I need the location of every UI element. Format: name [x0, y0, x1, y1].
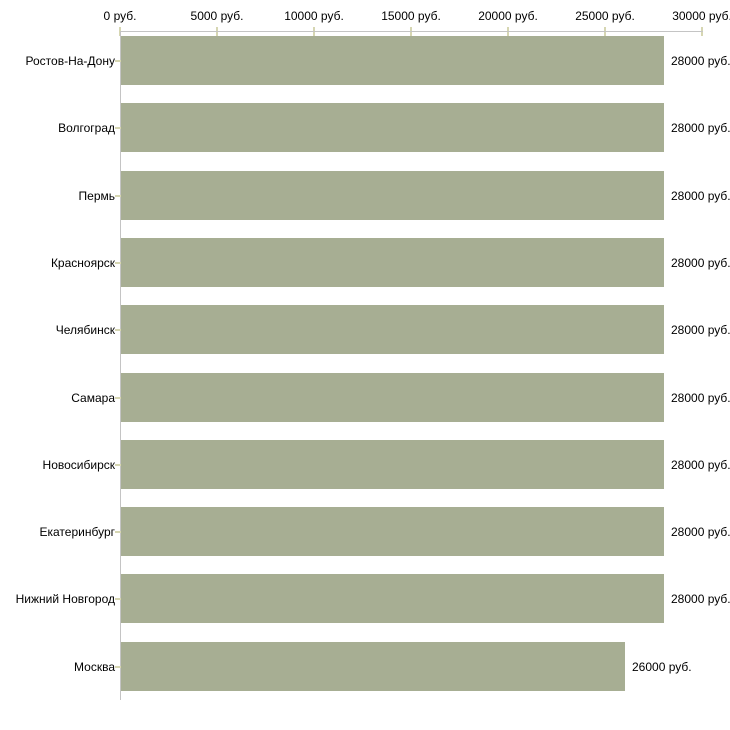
- x-axis-tick-label: 0 руб.: [103, 9, 137, 23]
- bar: [121, 36, 664, 85]
- y-axis-tick-mark: [115, 59, 121, 62]
- y-axis-tick-mark: [115, 328, 121, 331]
- bar-value-label: 28000 руб.: [671, 53, 730, 68]
- x-axis-tick-label: 20000 руб.: [478, 9, 538, 23]
- bar: [121, 642, 625, 691]
- y-axis-category-label: Волгоград: [58, 120, 115, 135]
- bar-value-label: 28000 руб.: [671, 591, 730, 606]
- bar: [121, 373, 664, 422]
- y-axis-tick-mark: [115, 261, 121, 264]
- y-axis-category-label: Новосибирск: [42, 457, 115, 472]
- bar: [121, 305, 664, 354]
- y-axis-tick-mark: [115, 530, 121, 533]
- y-axis-tick-mark: [115, 665, 121, 668]
- bar-value-label: 28000 руб.: [671, 120, 730, 135]
- bar-value-label: 28000 руб.: [671, 390, 730, 405]
- bar: [121, 440, 664, 489]
- x-axis-tick-label: 15000 руб.: [381, 9, 441, 23]
- y-axis-line: [120, 31, 121, 700]
- bar: [121, 574, 664, 623]
- x-axis-tick-label: 10000 руб.: [284, 9, 344, 23]
- x-axis-line: [120, 31, 703, 32]
- y-axis-category-label: Пермь: [78, 188, 115, 203]
- y-axis-category-label: Ростов-На-Дону: [25, 53, 115, 68]
- y-axis-tick-mark: [115, 396, 121, 399]
- bar: [121, 103, 664, 152]
- bar: [121, 507, 664, 556]
- y-axis-category-label: Самара: [71, 390, 115, 405]
- y-axis-tick-mark: [115, 463, 121, 466]
- bar-value-label: 28000 руб.: [671, 322, 730, 337]
- x-axis-tick-label: 30000 руб.: [672, 9, 730, 23]
- y-axis-tick-mark: [115, 194, 121, 197]
- y-axis-category-label: Красноярск: [50, 255, 115, 270]
- y-axis-tick-mark: [115, 597, 121, 600]
- y-axis-category-label: Челябинск: [55, 322, 115, 337]
- bar-value-label: 26000 руб.: [632, 659, 692, 674]
- y-axis-category-label: Екатеринбург: [39, 524, 116, 539]
- bar-value-label: 28000 руб.: [671, 188, 730, 203]
- x-axis-tick-label: 25000 руб.: [575, 9, 635, 23]
- bar-value-label: 28000 руб.: [671, 457, 730, 472]
- y-axis-category-label: Нижний Новгород: [15, 591, 115, 606]
- y-axis-category-label: Москва: [74, 659, 115, 674]
- bar-value-label: 28000 руб.: [671, 524, 730, 539]
- bar: [121, 238, 664, 287]
- y-axis-tick-mark: [115, 126, 121, 129]
- bar: [121, 171, 664, 220]
- bar-value-label: 28000 руб.: [671, 255, 730, 270]
- x-axis-tick-label: 5000 руб.: [190, 9, 244, 23]
